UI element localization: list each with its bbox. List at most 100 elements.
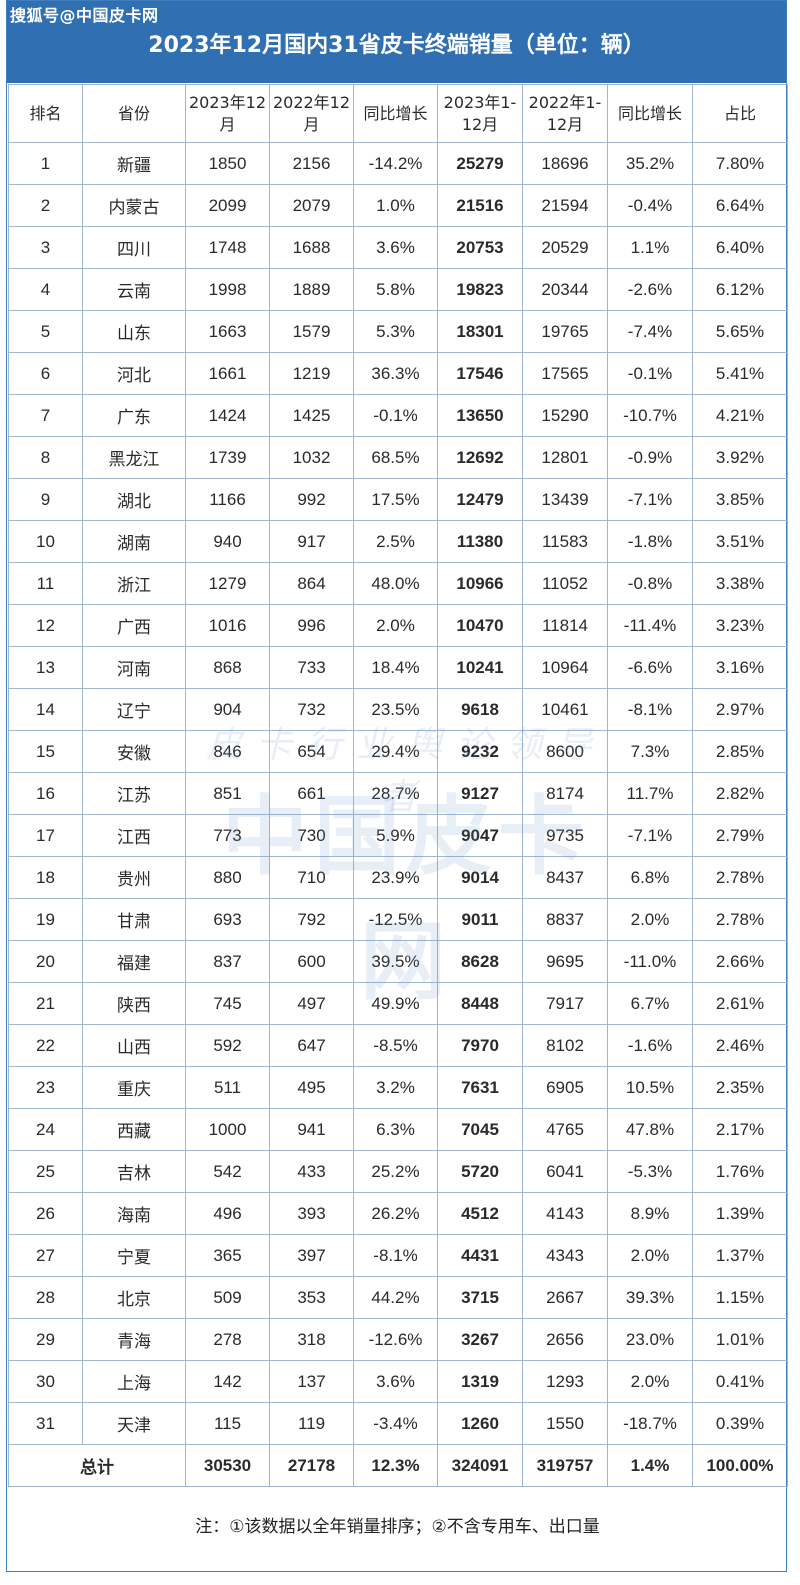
- cell-share: 1.37%: [692, 1234, 788, 1277]
- table-row: 16 江苏 851 661 28.7% 9127 8174 11.7% 2.82%: [8, 772, 788, 815]
- header-yoy-year: 同比增长: [607, 84, 693, 143]
- cell-yoy-month: 29.4%: [353, 730, 438, 773]
- cell-rank: 11: [8, 562, 83, 605]
- table-row: 4 云南 1998 1889 5.8% 19823 20344 -2.6% 6.12%: [8, 268, 788, 311]
- cell-yoy-month: 5.8%: [353, 268, 438, 311]
- table-row: 31 天津 115 119 -3.4% 1260 1550 -18.7% 0.39%: [8, 1402, 788, 1445]
- table-row: 20 福建 837 600 39.5% 8628 9695 -11.0% 2.66%: [8, 940, 788, 983]
- cell-rank: 1: [8, 142, 83, 185]
- cell-yoy-year: 47.8%: [607, 1108, 693, 1151]
- cell-yoy-year: -18.7%: [607, 1402, 693, 1445]
- cell-yoy-year: -10.7%: [607, 394, 693, 437]
- header-yoy-month: 同比增长: [353, 84, 438, 143]
- cell-yoy-month: 6.3%: [353, 1108, 438, 1151]
- cell-dec-2023: 2099: [185, 184, 270, 227]
- total-ytd-2023: 324091: [437, 1444, 523, 1487]
- cell-ytd-2022: 18696: [522, 142, 608, 185]
- cell-dec-2022: 495: [269, 1066, 354, 1109]
- cell-ytd-2022: 7917: [522, 982, 608, 1025]
- cell-dec-2022: 318: [269, 1318, 354, 1361]
- table-row: 9 湖北 1166 992 17.5% 12479 13439 -7.1% 3.85%: [8, 478, 788, 521]
- cell-ytd-2023: 8448: [437, 982, 523, 1025]
- cell-rank: 18: [8, 856, 83, 899]
- header-ytd-2022: 2022年1- 12月: [522, 84, 608, 143]
- cell-rank: 4: [8, 268, 83, 311]
- cell-ytd-2022: 20529: [522, 226, 608, 269]
- table-row: 6 河北 1661 1219 36.3% 17546 17565 -0.1% 5.41%: [8, 352, 788, 395]
- cell-ytd-2022: 21594: [522, 184, 608, 227]
- cell-ytd-2022: 1550: [522, 1402, 608, 1445]
- cell-ytd-2022: 8837: [522, 898, 608, 941]
- cell-ytd-2023: 21516: [437, 184, 523, 227]
- cell-dec-2023: 1850: [185, 142, 270, 185]
- cell-yoy-month: 2.0%: [353, 604, 438, 647]
- cell-yoy-month: 49.9%: [353, 982, 438, 1025]
- header-share: 占比: [692, 84, 788, 143]
- cell-dec-2023: 1748: [185, 226, 270, 269]
- cell-yoy-year: 10.5%: [607, 1066, 693, 1109]
- cell-dec-2023: 868: [185, 646, 270, 689]
- cell-yoy-month: -8.1%: [353, 1234, 438, 1277]
- cell-yoy-year: 2.0%: [607, 1234, 693, 1277]
- cell-province: 天津: [82, 1402, 186, 1445]
- cell-province: 上海: [82, 1360, 186, 1403]
- cell-dec-2022: 661: [269, 772, 354, 815]
- cell-yoy-month: -8.5%: [353, 1024, 438, 1067]
- cell-ytd-2023: 3715: [437, 1276, 523, 1319]
- cell-province: 内蒙古: [82, 184, 186, 227]
- cell-share: 1.01%: [692, 1318, 788, 1361]
- cell-share: 1.15%: [692, 1276, 788, 1319]
- cell-province: 贵州: [82, 856, 186, 899]
- cell-province: 浙江: [82, 562, 186, 605]
- cell-share: 6.12%: [692, 268, 788, 311]
- cell-dec-2022: 941: [269, 1108, 354, 1151]
- cell-province: 湖北: [82, 478, 186, 521]
- cell-ytd-2022: 12801: [522, 436, 608, 479]
- table-row: 17 江西 773 730 5.9% 9047 9735 -7.1% 2.79%: [8, 814, 788, 857]
- cell-share: 0.39%: [692, 1402, 788, 1445]
- table-row: 12 广西 1016 996 2.0% 10470 11814 -11.4% 3.23%: [8, 604, 788, 647]
- cell-dec-2023: 837: [185, 940, 270, 983]
- cell-ytd-2022: 2656: [522, 1318, 608, 1361]
- cell-province: 海南: [82, 1192, 186, 1235]
- table-row: 22 山西 592 647 -8.5% 7970 8102 -1.6% 2.46%: [8, 1024, 788, 1067]
- cell-yoy-year: 2.0%: [607, 898, 693, 941]
- cell-yoy-year: -11.0%: [607, 940, 693, 983]
- cell-share: 1.76%: [692, 1150, 788, 1193]
- cell-share: 2.61%: [692, 982, 788, 1025]
- cell-share: 2.78%: [692, 856, 788, 899]
- cell-ytd-2022: 11814: [522, 604, 608, 647]
- cell-ytd-2022: 9695: [522, 940, 608, 983]
- cell-share: 2.17%: [692, 1108, 788, 1151]
- cell-share: 2.66%: [692, 940, 788, 983]
- cell-ytd-2023: 10966: [437, 562, 523, 605]
- cell-dec-2023: 1016: [185, 604, 270, 647]
- cell-dec-2022: 353: [269, 1276, 354, 1319]
- cell-yoy-year: -7.1%: [607, 478, 693, 521]
- cell-rank: 17: [8, 814, 83, 857]
- cell-ytd-2022: 20344: [522, 268, 608, 311]
- cell-share: 6.40%: [692, 226, 788, 269]
- cell-share: 4.21%: [692, 394, 788, 437]
- cell-ytd-2023: 25279: [437, 142, 523, 185]
- cell-rank: 10: [8, 520, 83, 563]
- cell-rank: 24: [8, 1108, 83, 1151]
- cell-dec-2023: 365: [185, 1234, 270, 1277]
- cell-yoy-month: 44.2%: [353, 1276, 438, 1319]
- cell-yoy-month: 48.0%: [353, 562, 438, 605]
- cell-yoy-year: -0.9%: [607, 436, 693, 479]
- cell-rank: 28: [8, 1276, 83, 1319]
- cell-ytd-2023: 9047: [437, 814, 523, 857]
- table-row: 8 黑龙江 1739 1032 68.5% 12692 12801 -0.9% 3.92%: [8, 436, 788, 479]
- cell-rank: 23: [8, 1066, 83, 1109]
- cell-ytd-2023: 9618: [437, 688, 523, 731]
- table-row: 10 湖南 940 917 2.5% 11380 11583 -1.8% 3.51%: [8, 520, 788, 563]
- cell-ytd-2023: 17546: [437, 352, 523, 395]
- cell-dec-2023: 904: [185, 688, 270, 731]
- cell-yoy-year: 2.0%: [607, 1360, 693, 1403]
- cell-province: 江西: [82, 814, 186, 857]
- cell-dec-2022: 730: [269, 814, 354, 857]
- total-dec-2023: 30530: [185, 1444, 270, 1487]
- cell-yoy-month: 36.3%: [353, 352, 438, 395]
- cell-ytd-2023: 8628: [437, 940, 523, 983]
